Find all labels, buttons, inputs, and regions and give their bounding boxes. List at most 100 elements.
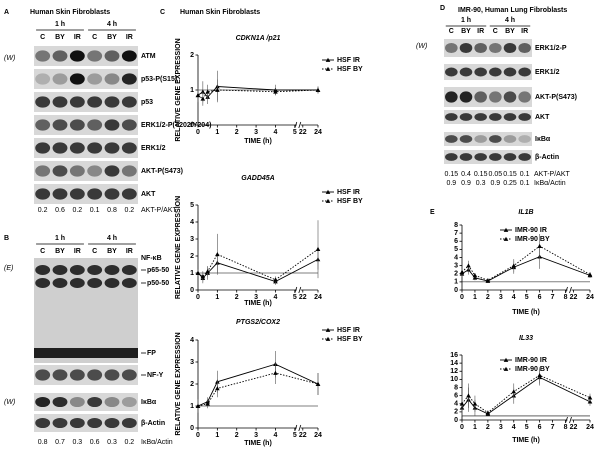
y-tick-label: 8 bbox=[454, 222, 458, 229]
blot-band bbox=[474, 67, 487, 77]
ratio-value: 0.15 bbox=[445, 171, 459, 178]
ratio-label: IκBα/Actin bbox=[534, 180, 566, 187]
data-point bbox=[215, 386, 220, 391]
ratio-value: 0.3 bbox=[476, 180, 486, 187]
series-line bbox=[461, 376, 591, 415]
data-point bbox=[200, 96, 206, 101]
data-point bbox=[315, 381, 321, 386]
ratio-value: 0.15 bbox=[474, 171, 488, 178]
blot-band bbox=[445, 153, 458, 161]
blot-band bbox=[459, 91, 473, 103]
blot-row-label: p53-P(S15) bbox=[141, 76, 177, 83]
blot-band bbox=[35, 265, 51, 275]
blot-row-label: ERK1/2-P bbox=[535, 45, 567, 52]
x-tick-label: 5 bbox=[525, 294, 529, 301]
x-tick-label: 0 bbox=[196, 432, 200, 439]
x-axis-label: TIME (h) bbox=[244, 138, 272, 145]
blot-band bbox=[518, 42, 531, 54]
x-tick-label: 0 bbox=[196, 129, 200, 136]
blot-band bbox=[87, 73, 103, 85]
axis-break bbox=[298, 424, 302, 432]
blot-band bbox=[87, 396, 103, 408]
y-tick-label: 1 bbox=[190, 87, 194, 94]
legend-marker bbox=[325, 336, 331, 341]
lane-label: BY bbox=[107, 248, 117, 255]
blot-band bbox=[104, 50, 120, 62]
legend-label: HSF BY bbox=[337, 198, 363, 205]
blot-band bbox=[121, 396, 137, 408]
legend-marker bbox=[503, 357, 509, 362]
lane-label: C bbox=[92, 34, 97, 41]
blot-band bbox=[87, 265, 103, 275]
blot-band bbox=[87, 96, 103, 108]
blot-band bbox=[445, 113, 458, 121]
lane-label: IR bbox=[126, 34, 133, 41]
emsa-label: NF-κB bbox=[141, 255, 162, 262]
data-point bbox=[205, 401, 210, 406]
y-tick-label: 1 bbox=[454, 279, 458, 286]
blot-band bbox=[489, 113, 502, 121]
x-tick-label: 24 bbox=[586, 294, 594, 301]
lane-label: C bbox=[92, 248, 97, 255]
ratio-value: 0.05 bbox=[489, 171, 503, 178]
blot-band bbox=[69, 119, 85, 131]
x-tick-label: 24 bbox=[314, 432, 322, 439]
data-point bbox=[273, 89, 278, 94]
blot-row-label: p53 bbox=[141, 99, 153, 106]
blot-band bbox=[104, 142, 120, 154]
y-tick-label: 1 bbox=[190, 270, 194, 277]
axis-break bbox=[569, 416, 572, 424]
data-point bbox=[200, 89, 206, 94]
lane-label: C bbox=[493, 28, 498, 35]
blot-band bbox=[121, 369, 137, 381]
x-tick-label: 7 bbox=[551, 424, 555, 431]
blot-band bbox=[121, 278, 137, 288]
blot-band bbox=[52, 50, 68, 62]
chart-title: GADD45A bbox=[241, 175, 274, 182]
lane-label: BY bbox=[55, 248, 65, 255]
ratio-value: 0.1 bbox=[520, 171, 530, 178]
blot-row-label: IκBα bbox=[141, 399, 157, 406]
blot-band bbox=[69, 265, 85, 275]
x-tick-label: 2 bbox=[486, 424, 490, 431]
blot-row-label: ERK1/2 bbox=[141, 145, 166, 152]
blot-band bbox=[35, 142, 51, 154]
y-tick-label: 14 bbox=[450, 360, 458, 367]
blot-band bbox=[489, 153, 502, 161]
blot-band bbox=[121, 165, 137, 177]
ratio-value: 0.3 bbox=[107, 439, 117, 446]
x-tick-label: 1 bbox=[473, 294, 477, 301]
series-line bbox=[461, 374, 591, 414]
chart-title: CDKN1A /p21 bbox=[236, 35, 281, 42]
blot-band bbox=[489, 67, 502, 77]
blot-background bbox=[34, 69, 138, 89]
blot-band bbox=[518, 153, 531, 161]
lane-label: C bbox=[40, 34, 45, 41]
chart-title: IL33 bbox=[519, 335, 533, 342]
blot-row-label: ERK1/2-P(T202/Y204) bbox=[141, 122, 211, 129]
x-tick-label: 8 bbox=[564, 294, 568, 301]
y-tick-label: 12 bbox=[450, 368, 458, 375]
y-tick-label: 6 bbox=[454, 238, 458, 245]
blot-row-label: AKT-P(S473) bbox=[535, 94, 577, 101]
data-point bbox=[472, 273, 478, 278]
y-tick-label: 4 bbox=[454, 401, 458, 408]
data-point bbox=[459, 401, 465, 406]
blot-band bbox=[503, 67, 517, 77]
data-point bbox=[466, 263, 471, 268]
x-tick-label: 0 bbox=[460, 424, 464, 431]
blot-band bbox=[35, 369, 51, 381]
blot-band bbox=[104, 73, 120, 85]
data-point bbox=[587, 395, 593, 400]
ratio-label: AKT-P/AKT bbox=[534, 171, 571, 178]
y-tick-label: 2 bbox=[190, 52, 194, 59]
ratio-value: 0.6 bbox=[55, 207, 65, 214]
blot-band bbox=[121, 142, 137, 154]
x-tick-label: 7 bbox=[551, 294, 555, 301]
x-tick-label: 2 bbox=[235, 294, 239, 301]
side-note: (W) bbox=[4, 399, 15, 406]
ratio-label: AKT-P/AKT bbox=[141, 207, 178, 214]
data-point bbox=[485, 277, 491, 283]
y-tick-label: 1 bbox=[190, 403, 194, 410]
time-label: 1 h bbox=[55, 235, 65, 242]
